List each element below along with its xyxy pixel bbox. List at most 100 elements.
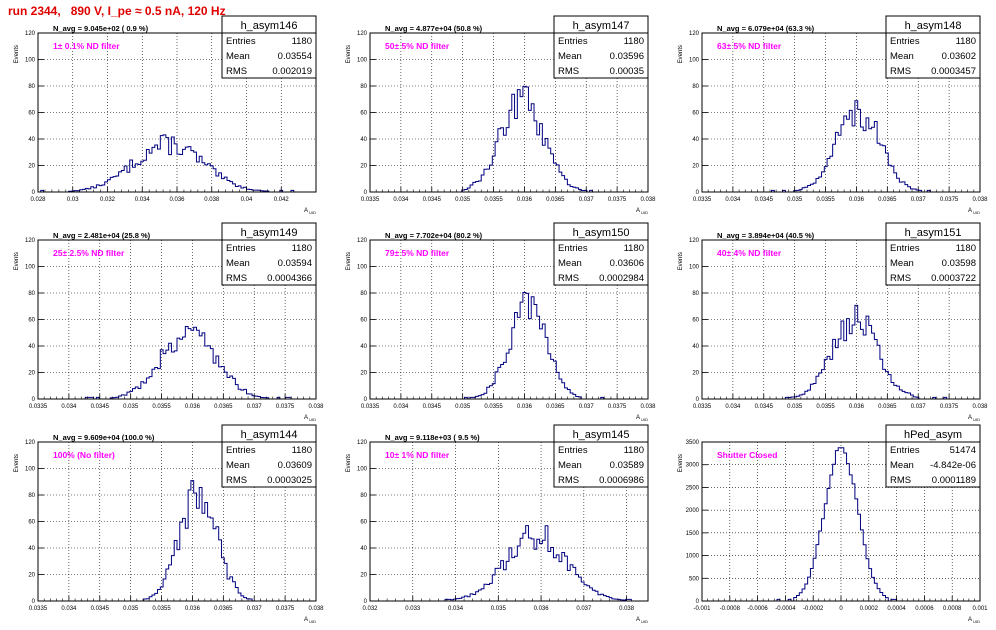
- stats-value-mean: 0.03598: [942, 258, 976, 269]
- x-tick-label: -0.0008: [720, 606, 741, 612]
- stats-hist-name: h_asym151: [905, 227, 962, 239]
- stats-value-rms: 0.0003722: [931, 273, 976, 284]
- x-tick-label: 0.0375: [276, 606, 295, 612]
- stats-box: [885, 15, 981, 79]
- y-tick-label: 500: [689, 576, 700, 582]
- x-tick-label: 0.035: [491, 606, 507, 612]
- stats-label-rms: RMS: [890, 66, 911, 77]
- x-tick-label: 0.0002: [860, 606, 879, 612]
- y-tick-label: 100: [689, 265, 700, 271]
- x-tick-label: 0.034: [135, 197, 151, 203]
- y-tick-label: 60: [360, 111, 367, 117]
- y-tick-label: 80: [28, 493, 35, 499]
- stats-value-rms: 0.002019: [272, 66, 312, 77]
- y-tick-label: 80: [360, 291, 367, 297]
- y-tick-label: 3000: [686, 463, 700, 469]
- x-tick-label: 0.0345: [755, 197, 774, 203]
- pad-h_asym149: 0.0335 0.034 0.0345 0.035 0.0355 0.036 0.0365 0…: [0, 222, 332, 428]
- y-tick-label: 20: [28, 573, 35, 579]
- y-tick-label: 2000: [686, 508, 700, 514]
- y-tick-label: 40: [692, 137, 699, 143]
- stats-value-entries: 1180: [624, 36, 644, 47]
- stats-value-entries: 1180: [292, 36, 312, 47]
- y-tick-label: 120: [25, 440, 36, 446]
- navg-label: N_avg = 2.481e+04 (25.8 %): [53, 231, 151, 240]
- stats-value-rms: 0.0006986: [599, 475, 644, 486]
- x-tick-label: 0.0335: [29, 404, 48, 410]
- x-tick-label: 0.034: [61, 404, 77, 410]
- x-tick-label: 0.042: [274, 197, 290, 203]
- x-tick-label: 0.0345: [91, 404, 110, 410]
- x-tick-label: 0.036: [849, 197, 865, 203]
- y-axis-label: Events: [346, 454, 352, 472]
- stats-label-mean: Mean: [558, 258, 582, 269]
- histogram-h_asym147: 0.0335 0.034 0.0345 0.035 0.0355 0.036 0.0365 0…: [346, 15, 656, 215]
- x-tick-label: 0.035: [787, 404, 803, 410]
- y-axis-label: Events: [678, 45, 684, 63]
- x-axis-label: A UID: [968, 208, 980, 215]
- y-tick-label: 3500: [686, 440, 700, 446]
- x-tick-label: 0.028: [30, 197, 46, 203]
- y-tick-label: 100: [357, 58, 368, 64]
- y-tick-label: 20: [360, 573, 367, 579]
- x-tick-label: 0.036: [185, 404, 201, 410]
- stats-value-entries: 1180: [624, 243, 644, 254]
- y-tick-label: 100: [25, 467, 36, 473]
- stats-label-entries: Entries: [890, 243, 920, 254]
- x-axis-label: A UID: [968, 617, 980, 624]
- stats-label-mean: Mean: [226, 258, 250, 269]
- y-tick-label: 60: [360, 520, 367, 526]
- stats-value-entries: 1180: [292, 243, 312, 254]
- y-tick-label: 100: [25, 265, 36, 271]
- x-tick-label: 0.038: [308, 606, 324, 612]
- x-tick-label: 0.034: [393, 197, 409, 203]
- x-tick-label: 0.036: [185, 606, 201, 612]
- stats-label-rms: RMS: [890, 475, 911, 486]
- pad-h_asym151: 0.0335 0.034 0.0345 0.035 0.0355 0.036 0.0365 0…: [664, 222, 996, 428]
- stats-hist-name: h_asym149: [241, 227, 298, 239]
- navg-label: N_avg = 4.877e+04 (50.8 %): [385, 24, 483, 33]
- stats-value-entries: 1180: [956, 36, 976, 47]
- x-tick-label: 0.038: [619, 606, 635, 612]
- stats-label-entries: Entries: [226, 243, 256, 254]
- x-tick-label: 0.035: [455, 197, 471, 203]
- y-tick-label: 80: [692, 291, 699, 297]
- filter-label: 63± 5% ND filter: [717, 41, 782, 51]
- x-tick-label: 0: [839, 606, 843, 612]
- x-tick-label: 0.0375: [940, 197, 959, 203]
- stats-hist-name: h_asym150: [573, 227, 630, 239]
- x-tick-label: 0.0365: [546, 197, 565, 203]
- x-tick-label: 0.034: [725, 404, 741, 410]
- stats-label-rms: RMS: [226, 273, 247, 284]
- stats-value-mean: 0.03594: [278, 258, 312, 269]
- x-tick-label: 0.032: [362, 606, 378, 612]
- x-tick-label: -0.0006: [747, 606, 768, 612]
- stats-label-entries: Entries: [226, 445, 256, 456]
- x-tick-label: 0.0335: [361, 404, 380, 410]
- x-tick-label: 0.0355: [816, 197, 835, 203]
- x-tick-label: 0.037: [911, 404, 927, 410]
- x-axis-label: A UID: [304, 415, 316, 422]
- x-axis-subscript: UID: [640, 210, 648, 215]
- pad-h_asym148: 0.0335 0.034 0.0345 0.035 0.0355 0.036 0.0365 0…: [664, 15, 996, 221]
- y-tick-label: 0: [32, 397, 36, 403]
- stats-label-rms: RMS: [890, 273, 911, 284]
- stats-value-rms: 0.0001189: [932, 475, 976, 486]
- stats-label-mean: Mean: [226, 460, 250, 471]
- stats-value-mean: 0.03609: [278, 460, 312, 471]
- y-tick-label: 0: [696, 599, 700, 605]
- navg-label: N_avg = 9.609e+04 (100.0 %): [53, 433, 155, 442]
- stats-label-entries: Entries: [558, 36, 588, 47]
- stats-value-mean: -4.842e-06: [930, 460, 976, 471]
- y-tick-label: 80: [360, 493, 367, 499]
- x-tick-label: 0.038: [972, 197, 988, 203]
- navg-label: N_avg = 7.702e+04 (80.2 %): [385, 231, 483, 240]
- y-tick-label: 40: [28, 137, 35, 143]
- pad-h_asym147: 0.0335 0.034 0.0345 0.035 0.0355 0.036 0.0365 0…: [332, 15, 664, 221]
- histogram-h_asym148: 0.0335 0.034 0.0345 0.035 0.0355 0.036 0.0365 0…: [678, 15, 988, 215]
- stats-value-rms: 0.0002984: [599, 273, 644, 284]
- stats-box: [221, 222, 317, 286]
- x-axis-label: A UID: [636, 208, 648, 215]
- filter-label: 1± 0.1% ND filter: [53, 41, 120, 51]
- stats-label-mean: Mean: [558, 460, 582, 471]
